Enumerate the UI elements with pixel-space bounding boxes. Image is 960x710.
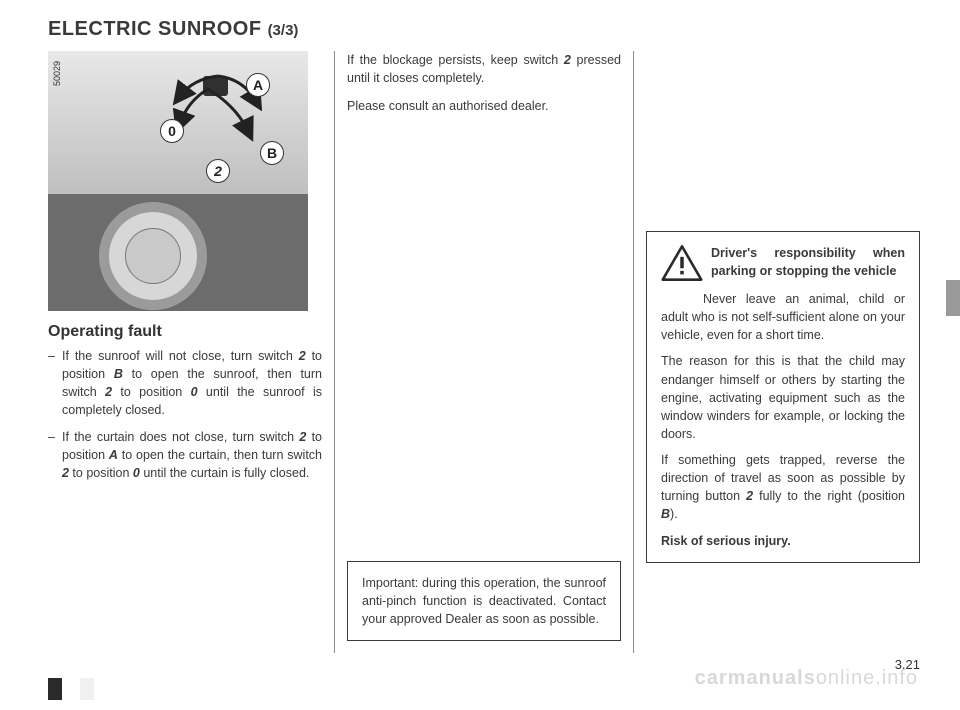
page-title-row: ELECTRIC SUNROOF (3/3) (48, 18, 920, 41)
warning-title: Driver's responsibility when parking or … (711, 244, 905, 282)
page-title: ELECTRIC SUNROOF (48, 18, 262, 41)
footer-marks (48, 678, 94, 700)
consult-dealer-paragraph: Please consult an authorised dealer. (347, 97, 621, 115)
warning-box: Driver's responsibility when parking or … (646, 231, 920, 563)
sunroof-switch-figure: 50029 A 0 B 2 (48, 51, 308, 311)
fault-item-1: – If the sunroof will not close, turn sw… (48, 347, 322, 420)
image-code: 50029 (52, 61, 62, 86)
warning-icon (661, 244, 703, 282)
crop-mark-dark (48, 678, 62, 700)
watermark: carmanualsonline.info (695, 667, 918, 690)
crop-mark-light (80, 678, 94, 700)
column-2: If the blockage persists, keep switch 2 … (334, 51, 633, 653)
rotary-knob (98, 201, 208, 311)
callout-A: A (246, 73, 270, 97)
operating-fault-heading: Operating fault (48, 323, 322, 341)
column-3: Driver's responsibility when parking or … (633, 51, 920, 653)
warning-p2: The reason for this is that the child ma… (661, 352, 905, 443)
page-part: (3/3) (268, 22, 299, 39)
callout-2: 2 (206, 159, 230, 183)
warning-p3: If something gets trapped, reverse the d… (661, 451, 905, 524)
blockage-paragraph: If the blockage persists, keep switch 2 … (347, 51, 621, 87)
column-1: 50029 A 0 B 2 Operating fault – If the s… (48, 51, 334, 653)
callout-0: 0 (160, 119, 184, 143)
warning-p4: Risk of serious injury. (661, 532, 905, 550)
callout-B: B (260, 141, 284, 165)
warning-p1: Never leave an animal, child or adult wh… (661, 290, 905, 344)
side-tab (946, 280, 960, 316)
fault-item-2: – If the curtain does not close, turn sw… (48, 428, 322, 482)
important-box: Important: during this operation, the su… (347, 561, 621, 641)
